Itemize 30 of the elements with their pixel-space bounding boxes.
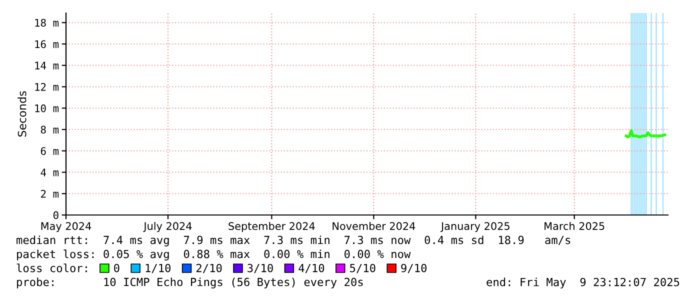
text: loss color: (16, 264, 87, 272)
y-tick-label: 14 m (35, 62, 59, 70)
x-tick-label: May 2024 (41, 222, 92, 232)
y-tick-label: 0 (53, 211, 58, 220)
text: probe: 10 ICMP Echo Pings (56 Bytes) every 20s (17, 278, 363, 288)
text: packet loss: 0.05 % avg 0.88 % max 0.00 % min 0.00 % now (17, 250, 411, 260)
text: median rtt: 7.4 ms avg 7.9 ms max 7.3 ms min 7.3 ms now 0.4 ms sd 18.9 am/s (16, 236, 570, 246)
y-tick-label: 18 m (35, 18, 59, 27)
y-tick-label: 8 m (40, 126, 59, 134)
y-axis-title: Seconds (18, 91, 26, 137)
y-tick-label: 10 m (35, 104, 59, 112)
legend-label: 4/10 (298, 264, 324, 274)
y-tick-label: 16 m (35, 40, 59, 48)
legend-label: 9/10 (401, 264, 427, 274)
x-tick-label: July 2024 (143, 222, 192, 232)
x-tick-label: January 2025 (440, 222, 510, 232)
y-tick-label: 2 m (41, 190, 59, 198)
legend-label: 5/10 (350, 264, 376, 274)
legend-label: 1/10 (146, 264, 171, 274)
text: end: Fri May 9 23:12:07 2025 (486, 278, 680, 288)
y-tick-label: 4 m (40, 168, 59, 176)
x-tick-label: November 2024 (332, 222, 416, 230)
legend-label: 0 (114, 264, 120, 272)
y-tick-label: 12 m (35, 83, 59, 91)
x-tick-label: March 2025 (544, 222, 604, 230)
legend-label: 2/10 (196, 264, 222, 274)
x-tick-label: September 2024 (228, 222, 315, 232)
y-tick-label: 6 m (40, 147, 59, 156)
legend-label: 3/10 (248, 264, 273, 274)
line-series (624, 129, 666, 138)
